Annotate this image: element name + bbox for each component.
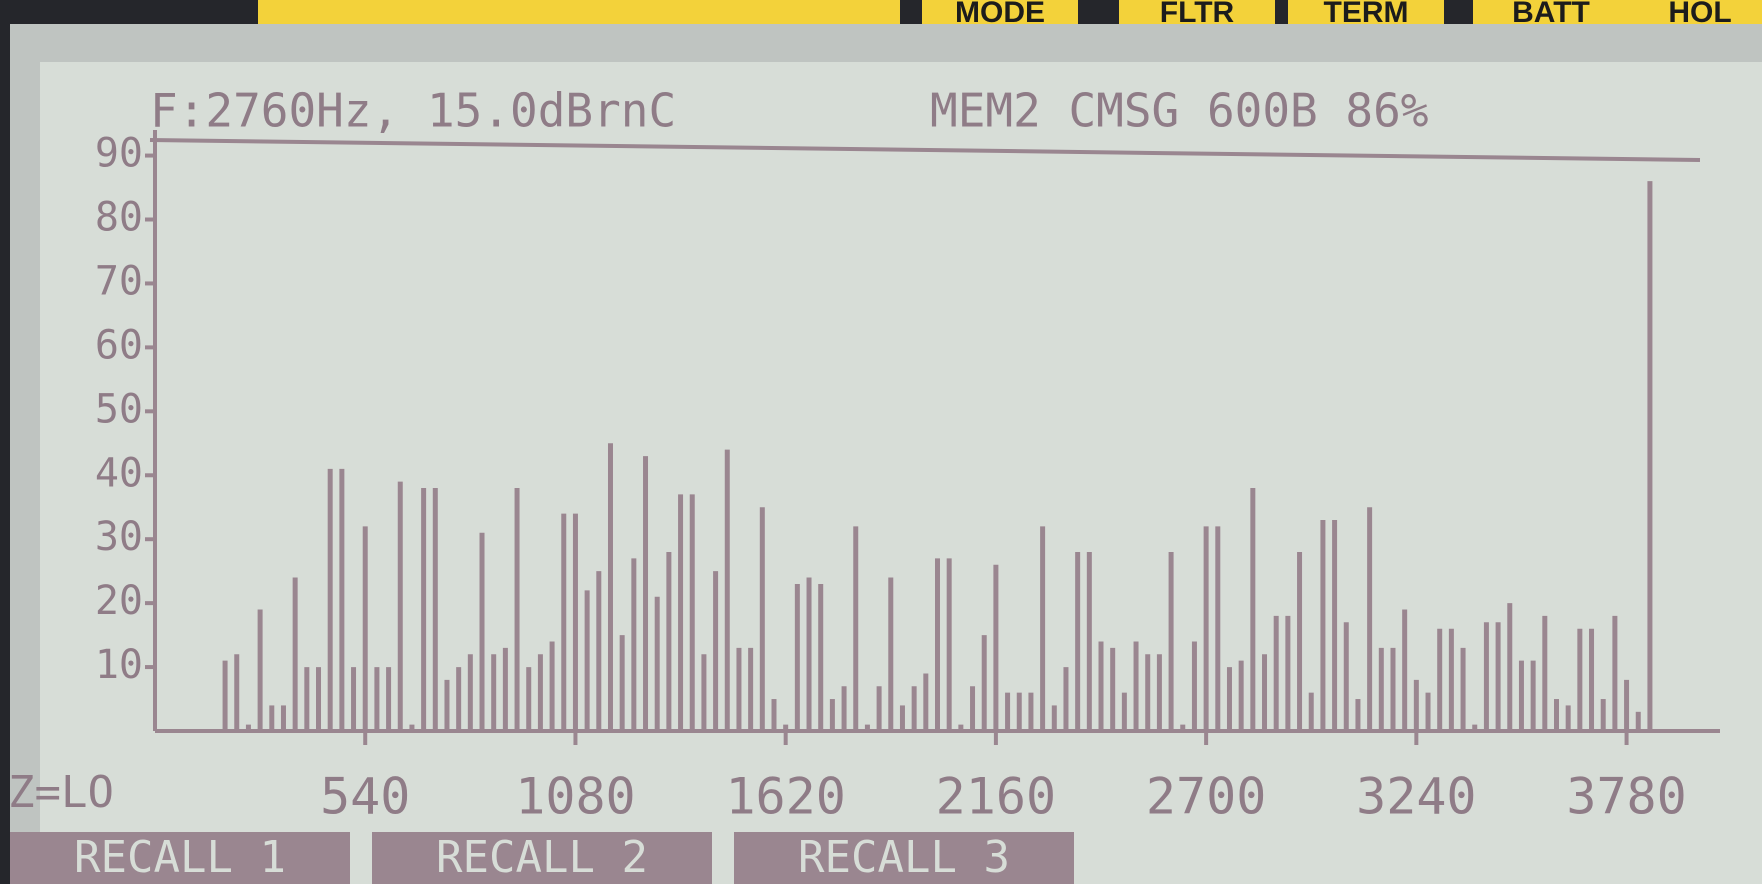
y-tick-label: 80: [95, 195, 143, 241]
x-tick-label: 2700: [1146, 768, 1266, 826]
y-tick-label: 10: [95, 642, 143, 688]
x-tick-label: 1080: [515, 768, 635, 826]
y-tick-label: 70: [95, 258, 143, 304]
x-tick-label: 1620: [725, 768, 845, 826]
y-tick-label: 90: [95, 131, 143, 177]
y-tick-label: 50: [95, 386, 143, 432]
x-tick-label: 3240: [1356, 768, 1476, 826]
device-screen: MODEFLTRTERMBATTHOL F:2760Hz, 15.0dBrnC …: [0, 0, 1762, 884]
y-tick-label: 60: [95, 322, 143, 368]
key-bar: [258, 0, 900, 24]
x-tick-label: 540: [320, 768, 410, 826]
y-tick-label: 40: [95, 450, 143, 496]
soft-key-label: RECALL 3: [798, 832, 1010, 883]
soft-key-label: RECALL 1: [74, 832, 286, 883]
y-tick-label: 20: [95, 578, 143, 624]
x-tick-label: 3780: [1566, 768, 1686, 826]
header-status: MEM2 CMSG 600B 86%: [930, 84, 1429, 138]
y-tick-label: 30: [95, 514, 143, 560]
lcd-panel: [40, 62, 1762, 884]
soft-key-label: RECALL 2: [436, 832, 648, 883]
x-tick-label: 2160: [936, 768, 1056, 826]
header-title: F:2760Hz, 15.0dBrnC: [150, 84, 676, 138]
mode-label: Z=LO: [8, 767, 114, 818]
soft-keys: RECALL 1 RECALL 2 RECALL 3: [10, 832, 1074, 884]
